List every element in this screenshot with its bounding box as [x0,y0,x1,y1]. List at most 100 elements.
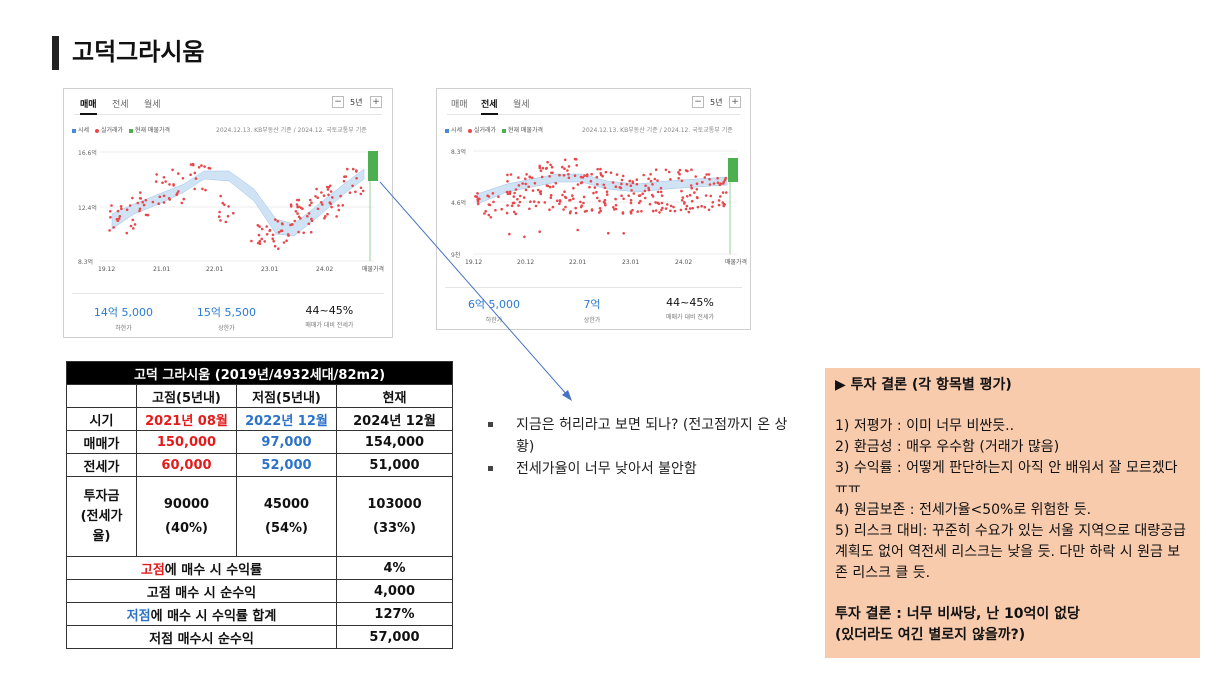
deal-dot [582,195,586,199]
zoom-out-button[interactable]: − [332,96,344,108]
deal-dot [138,209,141,213]
deal-dot [567,165,571,168]
row-label: 전세가 [66,453,137,477]
deal-dot [327,186,331,189]
deal-dot [576,228,579,232]
deal-dot [712,182,716,185]
chart-tabs: 매매 전세 월세 − 5년 + [74,95,382,115]
deal-dot [144,198,148,202]
deal-dot [563,167,566,170]
deal-dot [512,201,516,205]
deal-dot [285,239,288,242]
deal-dot [700,204,703,208]
cell-high-capital: 90000 (40%) [136,476,237,557]
deal-dot [546,160,549,164]
zoom-in-button[interactable]: + [729,96,741,108]
deal-dot [191,162,195,166]
deal-dot [486,194,489,197]
deal-dot [180,201,184,205]
deal-dot [207,166,211,170]
deal-dot [622,197,625,201]
capital-amount: 45000 [263,496,310,512]
deal-dot [258,225,261,228]
deal-dot [719,195,722,198]
deal-dot [664,207,668,210]
deal-dot [695,182,699,185]
summary-label: 저점 매수시 순수익 [66,625,337,649]
tab-monthly[interactable]: 월세 [513,100,530,110]
capital-percent: (33%) [373,520,416,536]
deal-dot [260,237,263,241]
deal-dot [530,176,534,180]
deal-dot [690,186,693,190]
stat-lower-value: 6억 5,000 [467,298,521,311]
y-tick-label: 9천 [451,251,460,259]
deal-dot [308,203,312,207]
listing-price-bar [368,151,378,181]
deal-dot [595,190,598,194]
deal-dot [193,187,196,191]
deal-dot [708,183,712,186]
tab-jeonse[interactable]: 전세 [481,97,498,115]
deal-dot [605,190,609,193]
tab-monthly[interactable]: 월세 [144,100,161,110]
deal-dot [695,188,699,191]
table-corner [66,384,137,408]
tab-sale[interactable]: 매매 [451,100,468,110]
deal-dot [139,197,143,200]
deal-dot [539,169,543,172]
deal-dot [540,175,544,179]
deal-dot [276,220,280,223]
zoom-in-button[interactable]: + [370,96,382,108]
deal-dot [550,171,553,175]
deal-dot [717,203,721,207]
tab-jeonse[interactable]: 전세 [112,100,129,110]
cell-high: 60,000 [136,453,237,477]
deal-dot [585,209,588,213]
deal-dot [651,209,655,213]
table-title-row: 고덕 그라시움 (2019년/4932세대/82m2) [66,361,453,385]
period-selector[interactable]: 5년 [710,98,723,107]
tab-sale[interactable]: 매매 [80,97,97,115]
deal-dot [141,200,144,204]
conclusion-title: ▶ 투자 결론 (각 항목별 평가) [835,377,1012,393]
legend-listing-swatch [501,128,506,133]
deal-dot [643,196,647,200]
deal-dot [567,176,571,180]
deal-dot [580,181,584,184]
deal-dot [716,177,719,180]
deal-dot [500,207,503,211]
deal-dot [558,173,561,177]
deal-dot [154,180,158,183]
capital-label-line: 투자금 [83,488,120,504]
deal-dot [678,168,682,172]
zoom-out-button[interactable]: − [692,96,704,108]
stat-ratio-label: 매매가 대비 전세가 [305,322,354,329]
summary-value: 4,000 [336,579,453,603]
deal-dot [274,218,277,221]
deal-dot [599,173,603,177]
deal-dot [538,230,541,233]
x-tick-label: 매물가격 [362,265,384,273]
deal-dot [119,205,123,208]
deal-dot [263,240,266,243]
deal-dot [120,207,123,210]
deal-dot [711,201,715,204]
deal-dot [596,196,599,200]
deal-dot [328,201,332,204]
deal-dot [227,205,230,208]
deal-dot [641,192,644,195]
deal-dot [589,179,593,183]
deal-dot [718,183,722,187]
deal-dot [631,208,634,212]
period-selector[interactable]: 5년 [350,98,363,107]
sale-price-plot: 16.6억 12.4억 8.3억 19.12 21.01 22.01 23.01 24.02 매… [78,149,384,273]
deal-dot [296,205,299,209]
deal-dot [289,205,293,208]
deal-dot [622,232,625,235]
deal-dot [614,207,618,211]
deal-dot [316,196,319,199]
deal-dot [342,179,346,183]
deal-dot [677,177,680,180]
deal-dot [117,217,121,220]
